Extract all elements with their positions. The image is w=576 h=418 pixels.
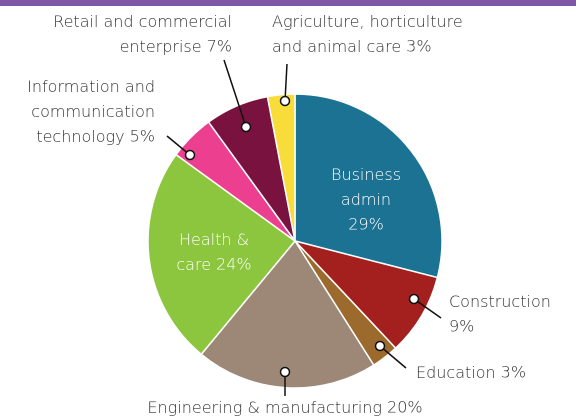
label-line: Health & — [179, 230, 249, 249]
label-line: Business — [331, 165, 401, 184]
label-line: Retail and commercial — [53, 12, 232, 31]
pie-slice — [294, 93, 443, 279]
label-line: admin — [341, 190, 391, 209]
slice-label: Construction — [449, 292, 551, 311]
pie-slice — [292, 239, 439, 350]
label-line: Engineering & manufacturing — [147, 398, 382, 417]
label-line: technology — [36, 127, 124, 146]
value-label: 7% — [207, 37, 232, 56]
slice-label: Engineering & manufacturing — [147, 398, 382, 417]
leader-dot — [184, 149, 196, 161]
top-bar — [0, 0, 576, 6]
leader-dot — [279, 366, 291, 378]
slice-label: Education — [416, 363, 496, 382]
slice-label: Health & care — [176, 230, 249, 274]
leader-dot — [279, 95, 291, 107]
slice-label: Agriculture, horticulture and animal care — [272, 12, 463, 56]
slice-label: Business admin — [331, 165, 401, 209]
value-label: 3% — [501, 363, 526, 382]
leader-dot — [240, 121, 252, 133]
label-line: communication — [31, 102, 155, 121]
leader-dot — [408, 293, 420, 305]
leader-line — [413, 298, 442, 319]
leader-dot — [374, 340, 386, 352]
label-line: Construction — [449, 292, 551, 311]
label-line: care — [176, 255, 211, 274]
label-line: Information and — [27, 77, 155, 96]
leader-line — [284, 63, 288, 102]
label-line: Education — [416, 363, 496, 382]
slice-label: Information and communication technology — [27, 77, 155, 146]
pie-slice — [147, 153, 297, 356]
pie-slice — [266, 93, 296, 242]
label-line: enterprise — [120, 37, 202, 56]
value-label: 9% — [449, 317, 474, 336]
pie-slice — [200, 239, 375, 389]
value-label: 29% — [348, 215, 384, 234]
leader-line — [223, 59, 247, 128]
value-label: 5% — [130, 127, 155, 146]
value-label: 24% — [216, 255, 252, 274]
label-line: and animal care — [272, 37, 401, 56]
value-label: 3% — [406, 37, 431, 56]
leader-line — [379, 345, 407, 369]
label-line: Agriculture, horticulture — [272, 12, 463, 31]
value-label: 20% — [387, 398, 423, 417]
slice-label: Retail and commercial enterprise — [53, 12, 232, 56]
